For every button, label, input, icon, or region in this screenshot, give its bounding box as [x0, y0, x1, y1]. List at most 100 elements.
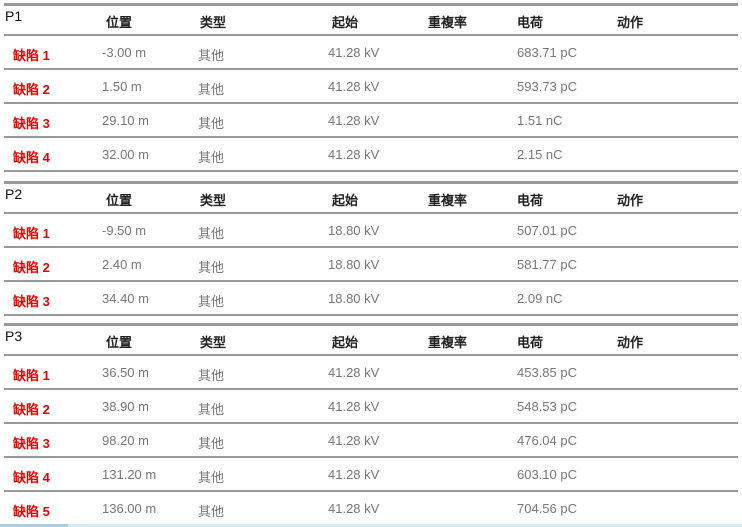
defect-label: 缺陷 3	[13, 436, 50, 451]
column-header-action: 动作	[617, 335, 644, 350]
cell-charge: 704.56 pC	[517, 501, 577, 516]
cell-charge: 2.15 nC	[517, 147, 563, 162]
section-name: P1	[5, 8, 23, 24]
section-header: P3 位置 类型 起始 重複率 电荷 动作	[4, 323, 738, 356]
column-header-charge: 电荷	[517, 335, 544, 350]
cell-position: 1.50 m	[102, 79, 142, 94]
cell-charge: 548.53 pC	[517, 399, 577, 414]
cell-charge: 603.10 pC	[517, 467, 577, 482]
cell-start: 41.28 kV	[328, 399, 380, 414]
defect-label: 缺陷 2	[13, 82, 50, 97]
cell-position: -9.50 m	[102, 223, 147, 238]
defect-label: 缺陷 5	[13, 504, 50, 519]
horizontal-scrollbar[interactable]	[0, 524, 742, 527]
cell-position: 29.10 m	[102, 113, 149, 128]
cell-type: 其他	[198, 82, 225, 97]
column-header-charge: 电荷	[517, 15, 544, 30]
defect-label: 缺陷 1	[13, 48, 50, 63]
cell-charge: 593.73 pC	[517, 79, 577, 94]
cell-type: 其他	[198, 402, 225, 417]
cell-position: 32.00 m	[102, 147, 149, 162]
defect-label: 缺陷 4	[13, 470, 50, 485]
defect-row[interactable]: 缺陷 3 34.40 m 其他 18.80 kV 2.09 nC	[4, 282, 738, 316]
section-p2: P2 位置 类型 起始 重複率 电荷 动作缺陷 1 -9.50 m 其他 18.80 kV 507.…	[4, 181, 738, 316]
defect-label: 缺陷 1	[13, 226, 50, 241]
cell-start: 41.28 kV	[328, 113, 380, 128]
section-header: P1 位置 类型 起始 重複率 电荷 动作	[4, 3, 738, 36]
section-header: P2 位置 类型 起始 重複率 电荷 动作	[4, 181, 738, 214]
defect-row[interactable]: 缺陷 3 98.20 m 其他 41.28 kV 476.04 pC	[4, 424, 738, 458]
column-header-position: 位置	[106, 335, 133, 350]
defect-label: 缺陷 3	[13, 116, 50, 131]
defect-label: 缺陷 3	[13, 294, 50, 309]
defect-label: 缺陷 2	[13, 402, 50, 417]
cell-type: 其他	[198, 436, 225, 451]
defect-row[interactable]: 缺陷 1 -9.50 m 其他 18.80 kV 507.01 pC	[4, 214, 738, 248]
cell-position: 136.00 m	[102, 501, 157, 516]
cell-start: 41.28 kV	[328, 79, 380, 94]
section-p1: P1 位置 类型 起始 重複率 电荷 动作缺陷 1 -3.00 m 其他 41.28 kV 683.…	[4, 3, 738, 172]
defect-label: 缺陷 2	[13, 260, 50, 275]
scrollbar-thumb[interactable]	[0, 524, 68, 527]
defect-row[interactable]: 缺陷 3 29.10 m 其他 41.28 kV 1.51 nC	[4, 104, 738, 138]
column-header-type: 类型	[200, 193, 227, 208]
cell-type: 其他	[198, 150, 225, 165]
defect-label: 缺陷 1	[13, 368, 50, 383]
defect-row[interactable]: 缺陷 4 131.20 m 其他 41.28 kV 603.10 pC	[4, 458, 738, 492]
cell-start: 18.80 kV	[328, 257, 380, 272]
cell-start: 41.28 kV	[328, 365, 380, 380]
cell-charge: 581.77 pC	[517, 257, 577, 272]
cell-position: 36.50 m	[102, 365, 149, 380]
column-header-type: 类型	[200, 15, 227, 30]
column-header-start: 起始	[332, 15, 359, 30]
cell-charge: 507.01 pC	[517, 223, 577, 238]
cell-start: 18.80 kV	[328, 291, 380, 306]
cell-type: 其他	[198, 226, 225, 241]
column-header-repeat: 重複率	[428, 335, 468, 350]
column-header-start: 起始	[332, 335, 359, 350]
column-header-position: 位置	[106, 15, 133, 30]
cell-start: 41.28 kV	[328, 147, 380, 162]
column-header-repeat: 重複率	[428, 15, 468, 30]
cell-start: 41.28 kV	[328, 45, 380, 60]
defect-row[interactable]: 缺陷 2 38.90 m 其他 41.28 kV 548.53 pC	[4, 390, 738, 424]
column-header-repeat: 重複率	[428, 193, 468, 208]
defect-row[interactable]: 缺陷 1 -3.00 m 其他 41.28 kV 683.71 pC	[4, 36, 738, 70]
defect-row[interactable]: 缺陷 2 1.50 m 其他 41.28 kV 593.73 pC	[4, 70, 738, 104]
cell-charge: 1.51 nC	[517, 113, 563, 128]
column-header-position: 位置	[106, 193, 133, 208]
cell-position: -3.00 m	[102, 45, 147, 60]
cell-position: 34.40 m	[102, 291, 149, 306]
defect-label: 缺陷 4	[13, 150, 50, 165]
cell-position: 131.20 m	[102, 467, 157, 482]
cell-charge: 2.09 nC	[517, 291, 563, 306]
cell-start: 41.28 kV	[328, 501, 380, 516]
cell-position: 2.40 m	[102, 257, 142, 272]
section-p3: P3 位置 类型 起始 重複率 电荷 动作缺陷 1 36.50 m 其他 41.28 kV 453.…	[4, 323, 738, 526]
cell-type: 其他	[198, 116, 225, 131]
cell-start: 41.28 kV	[328, 467, 380, 482]
defect-row[interactable]: 缺陷 2 2.40 m 其他 18.80 kV 581.77 pC	[4, 248, 738, 282]
cell-type: 其他	[198, 504, 225, 519]
cell-type: 其他	[198, 294, 225, 309]
column-header-action: 动作	[617, 15, 644, 30]
section-name: P3	[5, 328, 23, 344]
cell-type: 其他	[198, 260, 225, 275]
column-header-charge: 电荷	[517, 193, 544, 208]
cell-charge: 683.71 pC	[517, 45, 577, 60]
cell-start: 41.28 kV	[328, 433, 380, 448]
cell-type: 其他	[198, 470, 225, 485]
cell-charge: 453.85 pC	[517, 365, 577, 380]
cell-position: 38.90 m	[102, 399, 149, 414]
cell-start: 18.80 kV	[328, 223, 380, 238]
defect-row[interactable]: 缺陷 5 136.00 m 其他 41.28 kV 704.56 pC	[4, 492, 738, 526]
defect-row[interactable]: 缺陷 1 36.50 m 其他 41.28 kV 453.85 pC	[4, 356, 738, 390]
defect-row[interactable]: 缺陷 4 32.00 m 其他 41.28 kV 2.15 nC	[4, 138, 738, 172]
cell-type: 其他	[198, 368, 225, 383]
cell-type: 其他	[198, 48, 225, 63]
column-header-start: 起始	[332, 193, 359, 208]
column-header-type: 类型	[200, 335, 227, 350]
cell-charge: 476.04 pC	[517, 433, 577, 448]
column-header-action: 动作	[617, 193, 644, 208]
section-name: P2	[5, 186, 23, 202]
